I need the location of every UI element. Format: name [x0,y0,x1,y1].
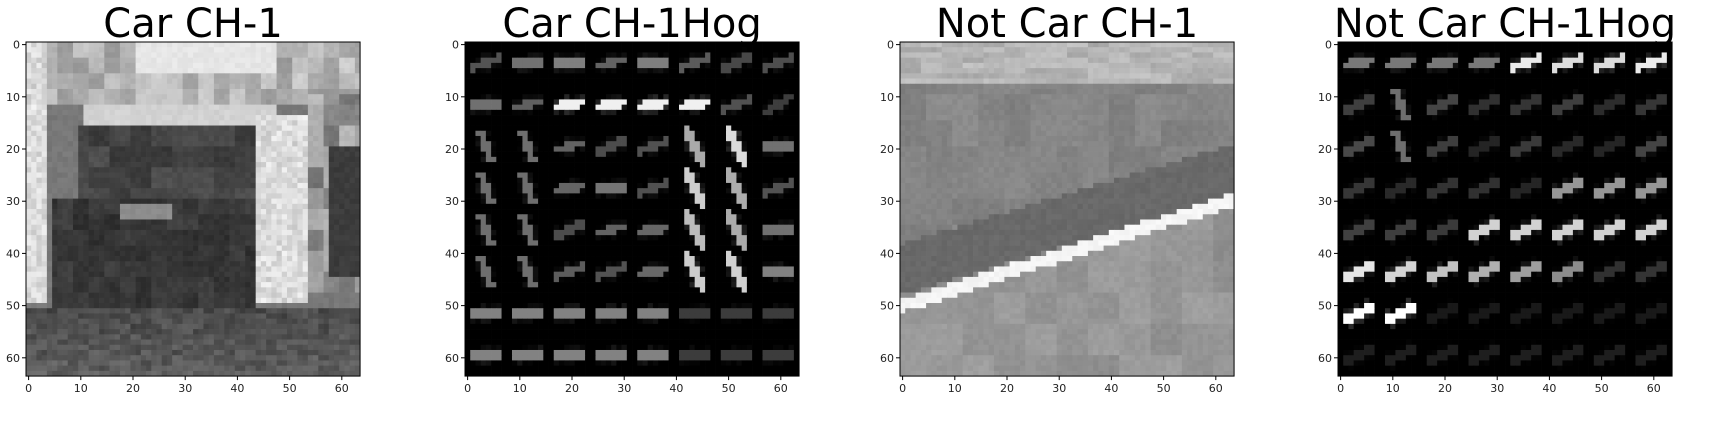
y-tick-label: 30 [445,195,459,208]
y-tick-label: 50 [445,300,459,313]
x-tick-label: 40 [230,382,244,395]
y-tick-label: 60 [1318,352,1332,365]
x-tick-label: 10 [74,382,88,395]
image-plot: 0 10 20 30 40 50 60 0 10 20 30 40 50 60 [1318,39,1673,395]
axes-frame [25,41,361,377]
x-tick-label: 20 [1000,382,1014,395]
panel-car-hog: Car CH-1Hog 0 10 20 30 40 50 60 0 10 20 30 40 50 60 [437,0,864,432]
x-tick-label: 20 [126,382,140,395]
y-tick-label: 20 [1318,143,1332,156]
x-tick-label: 10 [513,382,527,395]
y-tick-label: 60 [6,352,20,365]
x-tick-label: 0 [899,382,906,395]
x-tick-label: 50 [1595,382,1609,395]
x-tick-label: 30 [178,382,192,395]
x-tick-label: 30 [1052,382,1066,395]
x-tick-label: 60 [1209,382,1223,395]
y-tick-label: 20 [6,143,20,156]
x-tick-label: 60 [1647,382,1661,395]
y-tick-label: 0 [887,39,894,52]
x-tick-label: 0 [464,382,471,395]
y-tick-label: 10 [6,91,20,104]
x-tick-label: 60 [774,382,788,395]
x-tick-label: 20 [1438,382,1452,395]
y-tick-label: 60 [880,352,894,365]
axes-frame [1337,41,1673,377]
x-tick-label: 10 [948,382,962,395]
image-pixels [900,42,1235,377]
y-tick-label: 0 [452,39,459,52]
y-tick-label: 40 [445,247,459,260]
y-tick-label: 0 [13,39,20,52]
y-tick-label: 30 [1318,195,1332,208]
x-tick-label: 40 [1104,382,1118,395]
x-tick-label: 40 [669,382,683,395]
axes-frame [899,41,1235,377]
chart-title: Car CH-1Hog [502,1,762,47]
y-tick-label: 10 [445,91,459,104]
axes-frame [464,41,800,377]
x-tick-label: 50 [1157,382,1171,395]
y-tick-label: 50 [1318,300,1332,313]
x-tick-label: 60 [335,382,349,395]
x-tick-label: 50 [722,382,736,395]
y-tick-label: 40 [6,247,20,260]
image-pixels [26,42,361,377]
chart-title: Car CH-1 [103,1,283,47]
y-tick-label: 50 [6,300,20,313]
chart-title: Not Car CH-1Hog [1333,1,1677,47]
y-tick-label: 40 [1318,247,1332,260]
y-tick-label: 50 [880,300,894,313]
y-tick-label: 10 [880,91,894,104]
y-tick-label: 10 [1318,91,1332,104]
x-tick-label: 50 [283,382,297,395]
image-pixels [1338,42,1673,377]
image-plot: 0 10 20 30 40 50 60 0 10 20 30 40 50 60 [880,39,1235,395]
image-plot: 0 10 20 30 40 50 60 0 10 20 30 40 50 60 [6,39,361,395]
y-tick-label: 30 [6,195,20,208]
image-plot: 0 10 20 30 40 50 60 0 10 20 30 40 50 60 [445,39,800,395]
image-pixels [465,42,800,377]
x-tick-label: 30 [1490,382,1504,395]
x-tick-label: 20 [565,382,579,395]
y-tick-label: 40 [880,247,894,260]
chart-title: Not Car CH-1 [935,1,1199,47]
panel-not-car-hog: Not Car CH-1Hog 0 10 20 30 40 50 60 0 10 20 30 40 50… [1310,0,1711,432]
y-tick-label: 60 [445,352,459,365]
y-tick-label: 20 [880,143,894,156]
x-tick-label: 10 [1386,382,1400,395]
y-tick-label: 0 [1325,39,1332,52]
x-tick-label: 30 [617,382,631,395]
x-tick-label: 0 [25,382,32,395]
panel-car: Car CH-1 0 10 20 30 40 50 60 0 10 20 30 40 50 60 [0,0,427,432]
y-tick-label: 20 [445,143,459,156]
x-tick-label: 40 [1542,382,1556,395]
y-tick-label: 30 [880,195,894,208]
x-tick-label: 0 [1337,382,1344,395]
panel-not-car: Not Car CH-1 0 10 20 30 40 50 60 0 10 20 30 40 50 60 [873,0,1300,432]
